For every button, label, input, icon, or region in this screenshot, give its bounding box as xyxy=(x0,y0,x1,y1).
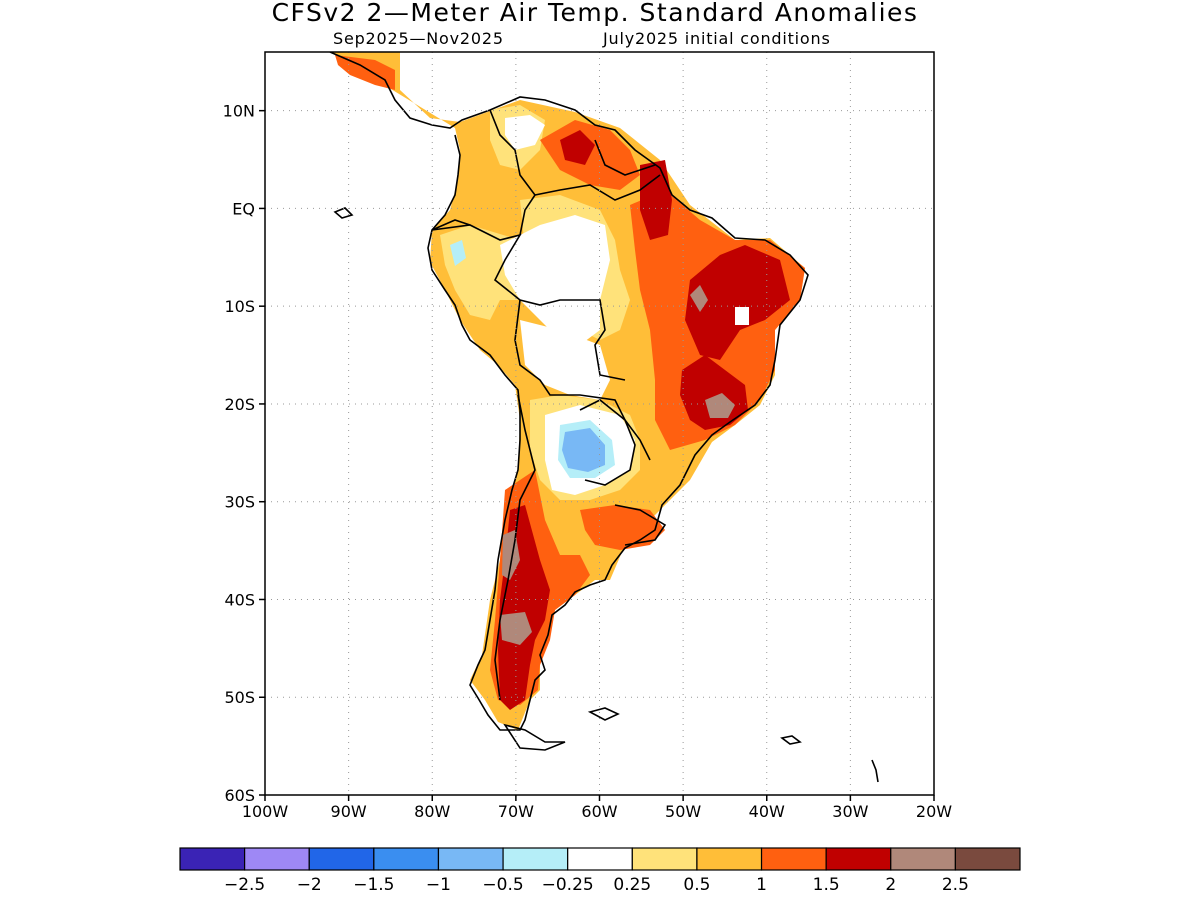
neutral-cell-northeast xyxy=(735,307,749,325)
lat-tick-label: 20S xyxy=(224,395,255,414)
lon-tick-label: 50W xyxy=(665,802,701,821)
legend-label: 2 xyxy=(885,875,896,895)
tierra-del-fuego xyxy=(503,723,566,751)
legend-swatch xyxy=(179,847,246,871)
forecast-period: Sep2025—Nov2025 xyxy=(333,29,504,48)
legend-label: −1 xyxy=(426,875,451,895)
legend-swatch xyxy=(437,847,504,871)
galapagos-islands xyxy=(333,207,354,219)
legend-label: 1.5 xyxy=(813,875,840,895)
initial-conditions: July2025 initial conditions xyxy=(603,29,831,48)
legend-label: 0.25 xyxy=(613,875,651,895)
lon-tick-label: 40W xyxy=(749,802,785,821)
legend-swatch xyxy=(373,847,440,871)
legend-swatch xyxy=(244,847,310,871)
border-colombia-venezuela xyxy=(489,109,536,236)
coastlines xyxy=(329,52,809,731)
neutral-region-colombia xyxy=(505,115,545,150)
continent-outline xyxy=(329,52,809,731)
lon-tick-label: 30W xyxy=(832,802,868,821)
lat-tick-label: 40S xyxy=(224,590,255,609)
red-region-guyana xyxy=(560,130,595,165)
border-chile-argentina xyxy=(494,394,536,701)
border-guianas xyxy=(594,139,656,176)
legend-label: −1.5 xyxy=(353,875,394,895)
orange-region-uruguay xyxy=(580,505,665,550)
high-anomaly-northeast xyxy=(690,285,708,312)
red-region-amapa xyxy=(640,160,672,240)
legend-swatch xyxy=(502,847,569,871)
high-anomaly-minas xyxy=(705,393,735,418)
color-legend: −2.5 −2 −1.5 −1 −0.5 −0.25 0.25 0.5 1 1.5 2 2.5 xyxy=(179,847,1021,895)
anomaly-fields xyxy=(330,52,805,730)
lat-tick-label: 60S xyxy=(224,786,255,805)
lat-tick-label: 50S xyxy=(224,688,255,707)
lon-tick-label: 70W xyxy=(498,802,534,821)
neutral-region-amazon xyxy=(500,215,610,345)
cold-region-paraguay xyxy=(562,428,605,472)
south-sandwich-islands xyxy=(871,759,879,783)
legend-label: −2 xyxy=(297,875,322,895)
legend-label: 0.5 xyxy=(683,875,710,895)
border-ecuador xyxy=(431,219,471,231)
cool-region-ecuador xyxy=(450,240,466,266)
border-uruguay xyxy=(614,504,667,546)
border-venezuela-brazil xyxy=(534,174,661,201)
lon-tick-label: 60W xyxy=(581,802,617,821)
legend-swatch xyxy=(567,847,633,871)
legend-label: 2.5 xyxy=(942,875,969,895)
lon-tick-label: 80W xyxy=(414,802,450,821)
legend-swatch xyxy=(954,847,1021,871)
lat-tick-label: 30S xyxy=(224,493,255,512)
orange-region-central-america xyxy=(335,55,395,90)
legend-swatch xyxy=(890,847,956,871)
legend-label: −0.25 xyxy=(542,875,594,895)
lon-tick-label: 100W xyxy=(242,802,289,821)
legend-swatch xyxy=(631,847,698,871)
lat-tick-label: 10N xyxy=(223,102,255,121)
legend-swatch xyxy=(825,847,892,871)
red-region-northeast xyxy=(685,245,790,360)
legend-swatch xyxy=(308,847,375,871)
lon-tick-label: 20W xyxy=(916,802,952,821)
islands xyxy=(333,207,879,783)
south-georgia-island xyxy=(780,735,802,745)
neutral-region-bolivia xyxy=(520,320,610,400)
border-peru xyxy=(431,224,626,381)
legend-label: 1 xyxy=(756,875,767,895)
lat-tick-label: 10S xyxy=(224,297,255,316)
lat-tick-label: EQ xyxy=(232,199,255,218)
legend-swatch xyxy=(760,847,827,871)
border-bolivia xyxy=(514,299,651,461)
legend-label: −0.5 xyxy=(482,875,523,895)
falkland-islands xyxy=(587,707,620,721)
map-title: CFSv2 2—Meter Air Temp. Standard Anomali… xyxy=(271,0,919,27)
legend-label: −2.5 xyxy=(224,875,265,895)
high-anomaly-andes-north xyxy=(502,530,520,580)
legend-swatch xyxy=(696,847,763,871)
lon-tick-label: 90W xyxy=(331,802,367,821)
